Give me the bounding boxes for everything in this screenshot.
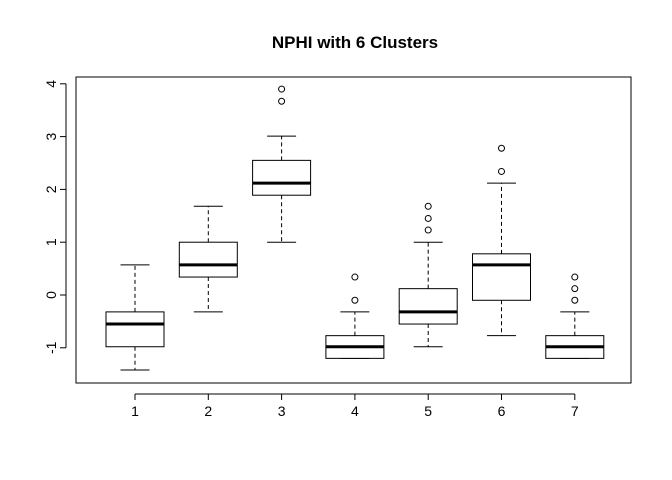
outlier-point <box>424 202 432 210</box>
box-group <box>105 264 165 371</box>
outlier-point <box>571 296 579 304</box>
x-tick-label: 2 <box>204 403 212 419</box>
outlier-point <box>498 167 505 175</box>
plot-frame <box>75 76 632 384</box>
outlier-point <box>571 273 579 281</box>
x-tick-label: 3 <box>278 403 286 419</box>
x-tick-label: 6 <box>498 403 506 419</box>
outlier-point <box>278 85 286 93</box>
y-tick-label: 2 <box>43 185 59 193</box>
box-rect <box>472 253 531 301</box>
box-series <box>105 85 605 371</box>
outlier-point <box>351 273 359 281</box>
y-tick-label: 4 <box>43 80 59 88</box>
outlier-point <box>571 285 579 293</box>
outlier-point <box>498 144 505 152</box>
chart-title: NPHI with 6 Clusters <box>272 33 438 52</box>
outlier-point <box>424 214 432 222</box>
x-tick-label: 1 <box>131 403 139 419</box>
box-group <box>252 85 312 243</box>
y-tick-label: -1 <box>43 341 59 354</box>
box-rect <box>252 159 312 196</box>
outlier-point <box>424 226 432 234</box>
box-group <box>178 205 238 313</box>
x-tick-label: 5 <box>424 403 432 419</box>
outlier-point <box>278 97 286 105</box>
box-group <box>545 273 605 359</box>
box-group <box>398 202 458 348</box>
box-group <box>472 144 531 337</box>
x-axis: 1 2 3 4 5 6 7 <box>131 393 579 419</box>
outlier-point <box>351 296 359 304</box>
box-group <box>325 273 385 359</box>
box-rect <box>105 311 165 348</box>
x-tick-label: 4 <box>351 403 359 419</box>
y-axis: -1 0 1 2 3 4 <box>43 80 67 354</box>
y-tick-label: 0 <box>43 291 59 299</box>
box-rect <box>178 241 238 278</box>
box-rect <box>398 288 458 325</box>
x-tick-label: 7 <box>571 403 579 419</box>
y-tick-label: 1 <box>43 238 59 246</box>
y-tick-label: 3 <box>43 132 59 140</box>
